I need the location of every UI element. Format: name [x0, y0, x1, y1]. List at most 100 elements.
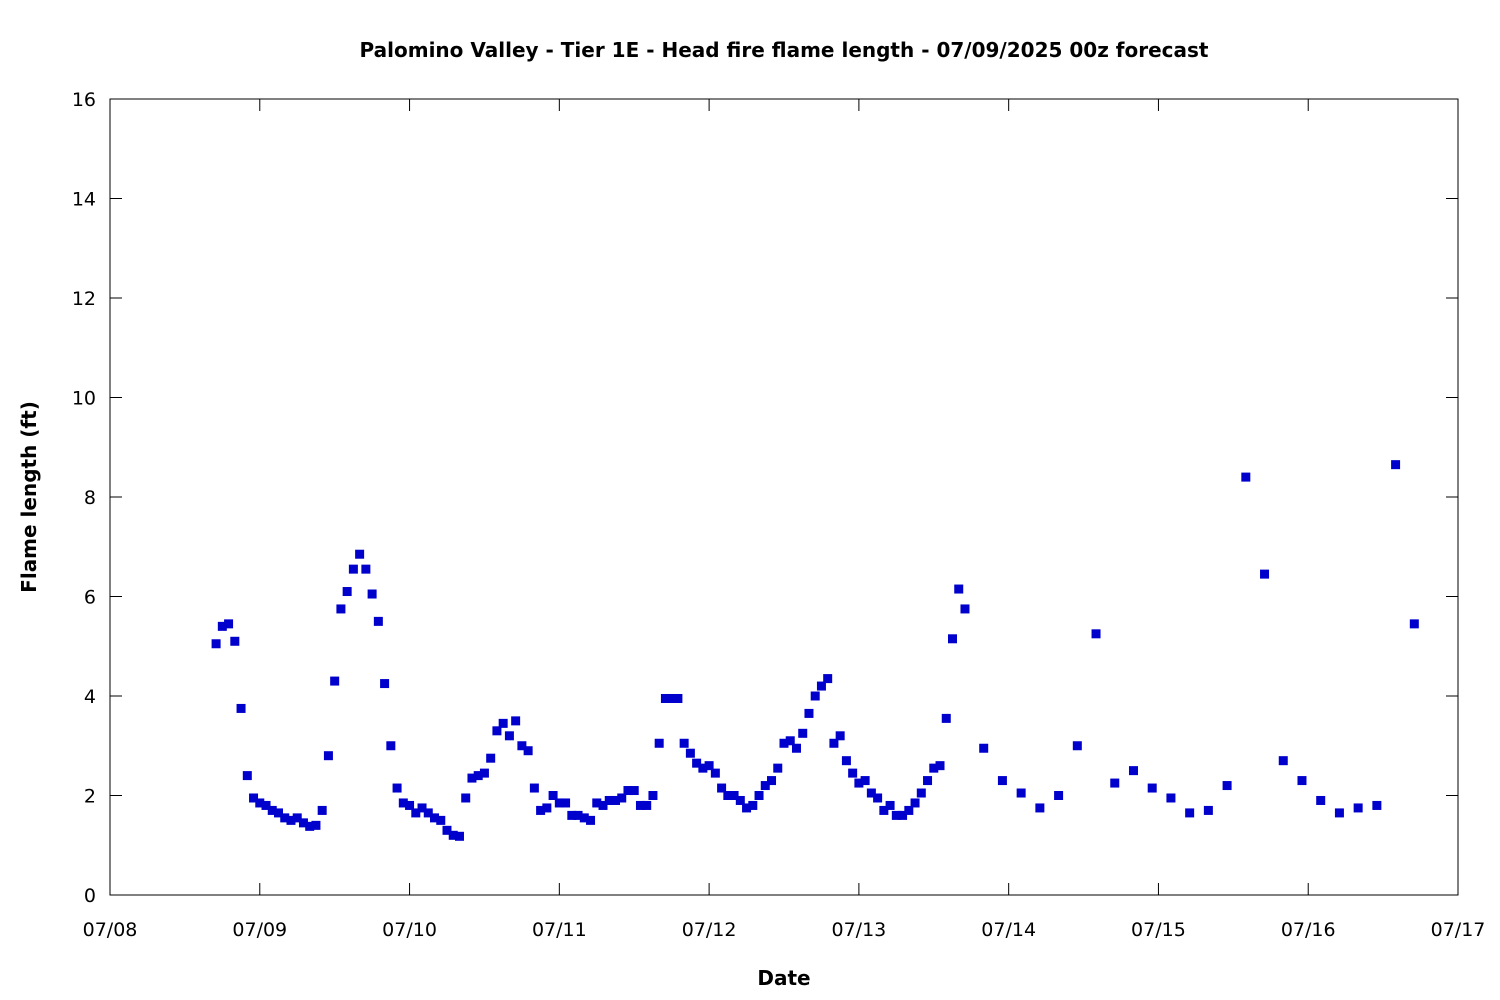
data-point	[773, 763, 783, 773]
data-point	[779, 738, 789, 748]
data-point	[916, 788, 926, 798]
data-point	[224, 619, 234, 629]
data-point	[1391, 460, 1401, 470]
data-point	[829, 738, 839, 748]
data-point	[729, 791, 739, 800]
data-point	[873, 793, 883, 803]
data-point	[336, 604, 346, 614]
data-point	[717, 783, 727, 793]
x-tick-label: 07/11	[532, 919, 587, 941]
data-point	[579, 813, 589, 823]
data-point	[492, 726, 502, 736]
y-tick-label: 0	[84, 885, 96, 907]
data-point	[810, 691, 820, 701]
data-point	[673, 693, 683, 703]
data-point	[1035, 803, 1045, 813]
data-point	[461, 793, 471, 803]
data-point	[261, 800, 271, 810]
data-point	[879, 805, 889, 815]
data-point	[486, 753, 496, 763]
data-point	[355, 549, 365, 559]
data-point	[573, 810, 583, 820]
data-point	[623, 786, 633, 796]
data-point	[760, 781, 770, 791]
data-point	[816, 681, 826, 691]
data-point	[548, 791, 558, 800]
plot-frame	[109, 98, 1459, 896]
data-point	[604, 795, 614, 805]
data-point	[860, 776, 870, 786]
data-point	[854, 778, 864, 788]
data-point	[1128, 766, 1138, 776]
data-point	[1372, 800, 1382, 810]
x-axis-label: Date	[757, 966, 810, 990]
data-point	[323, 751, 333, 761]
data-point	[517, 741, 527, 751]
x-tick-label: 07/09	[232, 919, 287, 941]
data-point	[423, 808, 433, 818]
data-point	[654, 738, 664, 748]
y-tick-label: 8	[84, 487, 96, 509]
data-point	[1110, 778, 1120, 788]
x-tick-label: 07/15	[1131, 919, 1186, 941]
data-point	[1166, 793, 1176, 803]
data-point	[841, 756, 851, 766]
x-tick-label: 07/10	[382, 919, 437, 941]
data-point	[935, 761, 945, 771]
y-tick-label: 12	[72, 288, 96, 310]
data-point	[542, 803, 552, 813]
y-tick-label: 14	[72, 189, 96, 211]
data-point	[1297, 776, 1307, 786]
data-point	[866, 788, 876, 798]
data-point	[561, 798, 571, 808]
data-point	[536, 805, 546, 815]
data-point	[642, 800, 652, 810]
data-point	[1316, 795, 1326, 805]
data-point	[1203, 805, 1213, 815]
x-tick-label: 07/17	[1431, 919, 1486, 941]
data-point	[236, 703, 246, 713]
y-tick-label: 16	[72, 89, 96, 111]
data-point	[523, 746, 533, 756]
data-point	[511, 716, 521, 726]
data-point	[948, 634, 957, 644]
data-point	[386, 741, 396, 751]
data-point	[629, 786, 639, 796]
data-point	[430, 813, 440, 823]
data-point	[405, 800, 415, 810]
data-point	[791, 743, 801, 753]
data-point	[704, 761, 714, 771]
data-point	[742, 803, 752, 813]
data-point	[785, 736, 795, 746]
data-point	[373, 616, 383, 626]
data-point	[361, 564, 371, 574]
data-point	[448, 830, 458, 840]
y-tick-label: 6	[84, 587, 96, 609]
data-point	[255, 798, 265, 808]
data-point	[798, 728, 808, 738]
data-point	[1241, 472, 1251, 482]
data-point	[611, 795, 620, 805]
y-axis-label: Flame length (ft)	[17, 401, 41, 593]
data-point	[679, 738, 689, 748]
data-point	[754, 791, 764, 800]
data-point	[479, 768, 489, 778]
data-point	[529, 783, 539, 793]
data-point	[997, 776, 1007, 786]
x-tick-label: 07/16	[1281, 919, 1336, 941]
x-tick-label: 07/14	[981, 919, 1036, 941]
x-tick-label: 07/13	[832, 919, 887, 941]
data-point	[710, 768, 720, 778]
data-point	[735, 795, 745, 805]
data-point	[567, 810, 577, 820]
data-point	[748, 800, 758, 810]
data-point	[586, 815, 596, 825]
data-point	[398, 798, 408, 808]
data-point	[348, 564, 358, 574]
data-point	[217, 621, 227, 631]
data-point	[392, 783, 402, 793]
data-point	[211, 639, 221, 649]
data-point	[1409, 619, 1419, 629]
data-point	[767, 776, 777, 786]
